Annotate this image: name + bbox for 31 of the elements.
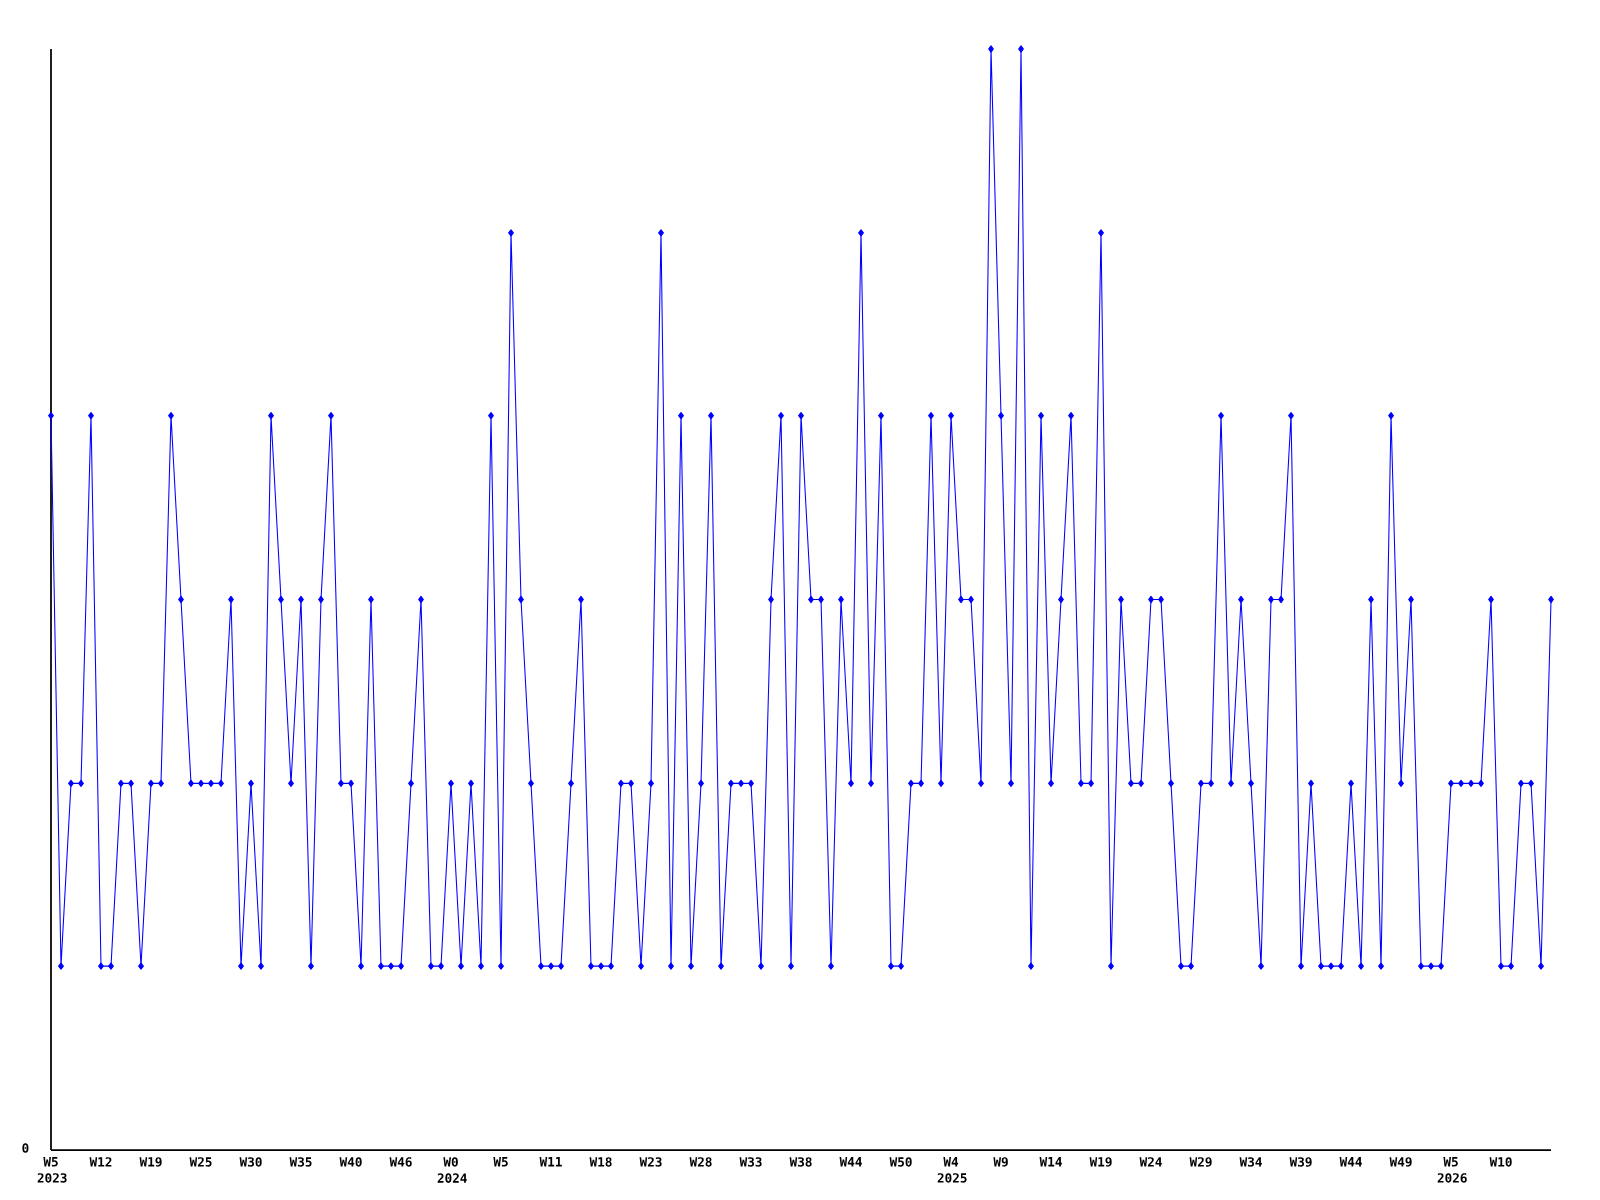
text: 0	[22, 1143, 29, 1153]
x-tick-label: W5 2023	[37, 1157, 67, 1183]
x-tick-label: W0 2024	[437, 1157, 467, 1183]
x-tick-label: W25	[189, 1157, 212, 1167]
x-tick-label: W30	[239, 1157, 262, 1167]
x-tick-label: W14	[1039, 1157, 1062, 1167]
x-tick-label: W29	[1189, 1157, 1212, 1167]
x-tick-label: W10	[1489, 1157, 1512, 1167]
x-tick-label: W23	[639, 1157, 662, 1167]
x-tick-label: W46	[389, 1157, 412, 1167]
x-tick-label: W38	[789, 1157, 812, 1167]
x-tick-label: W50	[889, 1157, 912, 1167]
x-tick-label: W19	[139, 1157, 162, 1167]
x-tick-label: W19	[1089, 1157, 1112, 1167]
x-tick-label: W18	[589, 1157, 612, 1167]
x-tick-label: W5	[493, 1157, 508, 1167]
x-tick-label: W39	[1289, 1157, 1312, 1167]
x-tick-label: W12	[89, 1157, 112, 1167]
x-tick-label: W44	[1339, 1157, 1362, 1167]
x-tick-label: W9	[993, 1157, 1008, 1167]
x-tick-label: W34	[1239, 1157, 1262, 1167]
x-tick-label: W33	[739, 1157, 762, 1167]
x-tick-label: W28	[689, 1157, 712, 1167]
x-tick-label: W5 2026	[1437, 1157, 1467, 1183]
x-tick-label: W40	[339, 1157, 362, 1167]
x-tick-label: W24	[1139, 1157, 1162, 1167]
x-tick-label: W49	[1389, 1157, 1412, 1167]
x-tick-label: W11	[539, 1157, 562, 1167]
x-tick-label: W4 2025	[937, 1157, 967, 1183]
x-tick-label: W44	[839, 1157, 862, 1167]
x-tick-label: W35	[289, 1157, 312, 1167]
